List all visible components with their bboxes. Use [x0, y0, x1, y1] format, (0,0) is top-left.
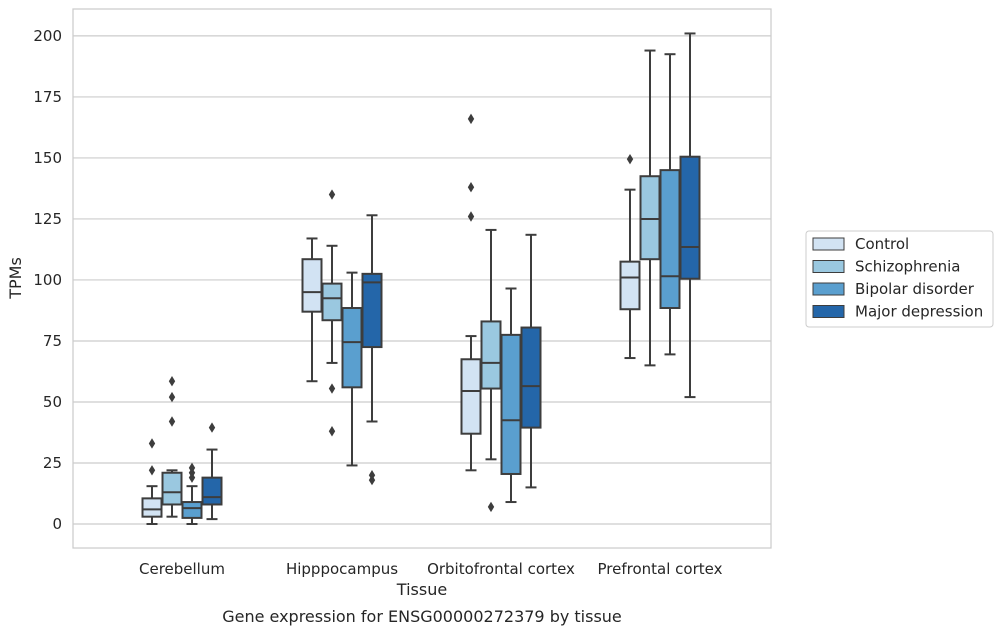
x-tick-label: Hipppocampus — [286, 560, 398, 578]
legend-swatch — [812, 237, 845, 251]
box-0-0 — [141, 438, 163, 525]
y-tick-label: 0 — [52, 515, 62, 533]
box-body — [301, 258, 323, 313]
outlier-marker — [328, 383, 336, 394]
box-body — [161, 471, 183, 506]
outlier-marker — [168, 376, 176, 387]
box-0-3 — [201, 422, 223, 521]
y-tick-label: 75 — [43, 332, 62, 350]
outlier-marker — [467, 182, 475, 193]
outlier-marker — [168, 391, 176, 403]
box-body — [500, 333, 522, 475]
box-body — [659, 169, 681, 310]
box-1-3 — [361, 214, 383, 486]
chart-title: Gene expression for ENSG00000272379 by t… — [222, 607, 622, 626]
boxes — [141, 32, 701, 525]
legend-label: Schizophrenia — [855, 258, 960, 276]
box-body — [520, 326, 542, 429]
x-tick-label: Orbitofrontal cortex — [427, 560, 575, 578]
legend: Control Schizophrenia Bipolar disorder Majo… — [805, 230, 994, 328]
y-axis-title: TPMs — [6, 257, 25, 300]
box-body — [141, 497, 163, 518]
x-tick-label: Prefrontal cortex — [598, 560, 723, 578]
box-body — [619, 260, 641, 311]
box-0-2 — [181, 462, 203, 525]
y-tick-label: 200 — [33, 27, 62, 45]
legend-swatch — [812, 305, 845, 318]
x-tick-label: Cerebellum — [139, 560, 225, 578]
box-2-1 — [480, 228, 502, 513]
y-tick-label: 175 — [33, 88, 62, 106]
y-tick-label: 100 — [33, 271, 62, 289]
box-body — [201, 476, 223, 506]
legend-label: Major depression — [855, 303, 983, 321]
y-tick-label: 150 — [33, 149, 62, 167]
y-tick-label: 50 — [43, 393, 62, 411]
plot-area — [72, 8, 772, 549]
box-2-0 — [460, 113, 482, 472]
box-body — [361, 272, 383, 349]
box-body — [679, 155, 701, 280]
outlier-marker — [626, 153, 634, 165]
legend-label: Control — [855, 235, 909, 253]
legend-label: Bipolar disorder — [855, 280, 975, 298]
box-body — [460, 358, 482, 435]
box-body — [341, 307, 363, 389]
outlier-marker — [208, 422, 216, 433]
box-body — [639, 175, 661, 261]
box-0-1 — [161, 376, 183, 518]
box-3-0 — [619, 153, 641, 360]
outlier-marker — [148, 438, 156, 449]
outlier-marker — [487, 501, 495, 513]
box-body — [321, 282, 343, 322]
y-tick-label: 125 — [33, 210, 62, 228]
outlier-marker — [148, 465, 156, 476]
x-tick-labels: Cerebellum Hipppocampus Orbitofrontal cort… — [139, 560, 723, 578]
outlier-marker — [328, 426, 336, 437]
box-1-1 — [321, 189, 343, 437]
box-3-2 — [659, 53, 681, 356]
outlier-marker — [328, 189, 336, 200]
legend-frame — [805, 230, 994, 328]
box-body — [181, 501, 203, 519]
y-tick-label: 25 — [43, 454, 62, 472]
box-2-3 — [520, 233, 542, 489]
legend-swatch — [812, 282, 845, 296]
outlier-marker — [168, 416, 176, 427]
outlier-marker — [188, 462, 196, 474]
legend-swatch — [812, 260, 845, 273]
box-3-3 — [679, 32, 701, 399]
outlier-marker — [467, 113, 475, 125]
x-axis-title: Tissue — [396, 580, 447, 599]
box-body — [480, 320, 502, 390]
y-tick-labels: 0 25 50 75 100 125 150 175 200 — [33, 27, 62, 533]
outlier-marker — [467, 211, 475, 222]
outlier-marker — [368, 469, 376, 481]
